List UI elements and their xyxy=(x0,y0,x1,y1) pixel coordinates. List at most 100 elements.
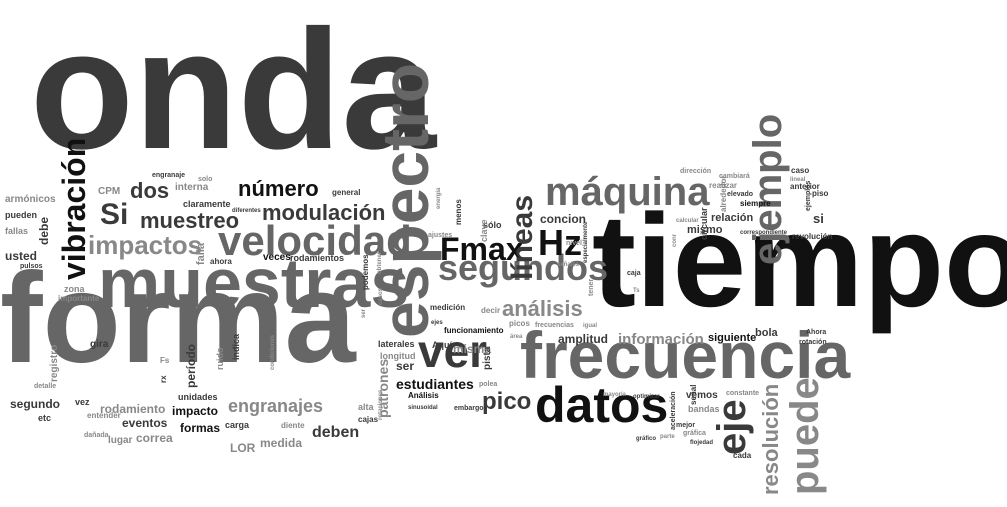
cloud-word: flojedad xyxy=(690,440,714,446)
cloud-word: importante xyxy=(58,294,100,303)
cloud-word: fallas xyxy=(5,226,29,236)
cloud-word: especialmente xyxy=(583,221,589,263)
cloud-word: realizar xyxy=(709,181,738,190)
cloud-word: Ahora xyxy=(806,329,827,336)
cloud-word: dañada xyxy=(84,432,109,439)
cloud-word: claramente xyxy=(183,199,231,209)
cloud-word: casos xyxy=(378,287,384,305)
cloud-word: polea xyxy=(479,381,498,388)
cloud-word: decir xyxy=(481,306,501,315)
cloud-word: general xyxy=(332,188,361,197)
cloud-word: indica xyxy=(231,333,241,360)
cloud-word: información xyxy=(618,331,704,348)
cloud-word: constante xyxy=(726,390,760,397)
cloud-word: etc xyxy=(38,413,52,423)
cloud-word: segundos xyxy=(438,247,609,288)
cloud-word: longitud xyxy=(380,351,416,361)
cloud-word: armónicos xyxy=(5,194,56,205)
cloud-word: modulación xyxy=(262,200,386,225)
cloud-word: medida xyxy=(260,436,303,450)
cloud-word: Análisis xyxy=(408,391,439,400)
cloud-word: frecuencia xyxy=(520,318,851,392)
cloud-word: vemos xyxy=(686,390,718,401)
cloud-word: sólo xyxy=(483,220,502,230)
cloud-word: solo xyxy=(198,176,213,183)
cloud-word: Aquí xyxy=(432,340,452,350)
cloud-word: mismo xyxy=(687,224,723,236)
cloud-word: estudiantes xyxy=(396,376,474,392)
cloud-word: tiempo xyxy=(592,187,1007,334)
cloud-word: usted xyxy=(5,249,38,263)
cloud-word: gráfica xyxy=(683,430,706,437)
cloud-word: anterior xyxy=(790,182,820,191)
cloud-word: CPM xyxy=(98,186,121,197)
cloud-word: Hz xyxy=(538,222,582,263)
cloud-word: período xyxy=(184,344,198,388)
cloud-word: Ts xyxy=(633,288,640,294)
cloud-word: velocidad xyxy=(218,217,412,264)
cloud-word: formas xyxy=(180,421,221,435)
cloud-word: engranajes xyxy=(228,396,324,416)
cloud-word: ahora xyxy=(210,257,232,266)
cloud-word: lugar xyxy=(108,435,133,446)
cloud-word: gira xyxy=(90,339,109,350)
cloud-word: calcular xyxy=(676,218,699,224)
cloud-word: pico xyxy=(482,388,532,415)
cloud-word: detalle xyxy=(34,383,57,390)
cloud-word: circular xyxy=(699,207,709,240)
cloud-word: cambiará xyxy=(719,173,750,180)
cloud-word: picos xyxy=(509,319,530,328)
cloud-word: engranaje xyxy=(152,172,186,179)
cloud-word: líneas xyxy=(506,194,539,280)
cloud-word: piso xyxy=(812,189,829,198)
cloud-word: igual xyxy=(583,323,598,329)
cloud-word: LOR xyxy=(230,441,256,455)
cloud-word: rodamiento xyxy=(100,402,166,416)
cloud-word: unidades xyxy=(178,392,218,402)
cloud-word: señales xyxy=(557,262,580,268)
cloud-word: dos xyxy=(130,178,170,203)
cloud-word: obtener xyxy=(377,251,383,274)
cloud-word: entender xyxy=(87,411,121,420)
cloud-word: onda xyxy=(30,0,437,185)
cloud-word: diente xyxy=(281,421,305,430)
cloud-word: menos xyxy=(454,199,463,225)
cloud-word: carga xyxy=(225,420,250,430)
cloud-word: debe xyxy=(37,216,51,245)
cloud-word: rotación xyxy=(799,339,827,346)
cloud-word: vibración xyxy=(56,137,92,280)
cloud-word: diferentes xyxy=(232,208,261,214)
cloud-word: lineal xyxy=(790,177,806,183)
cloud-word: muestreo xyxy=(140,208,240,233)
cloud-word: conr xyxy=(672,233,678,247)
cloud-word: Fs xyxy=(160,356,170,365)
cloud-word: rotaciones xyxy=(378,389,384,420)
cloud-word: dirección xyxy=(680,168,712,175)
cloud-word: registro xyxy=(49,344,60,382)
cloud-word: caja xyxy=(627,270,641,277)
cloud-word: misma xyxy=(453,342,492,356)
cloud-word: frecuencias xyxy=(535,322,574,329)
cloud-word: relación xyxy=(711,212,754,224)
cloud-word: eventos xyxy=(122,416,168,430)
cloud-word: ejes xyxy=(431,320,443,326)
cloud-word: optimizar xyxy=(633,394,660,400)
cloud-word: rx xyxy=(159,375,168,383)
cloud-word: nivel xyxy=(566,240,582,247)
cloud-word: ruido xyxy=(215,347,225,371)
cloud-word: pulsos xyxy=(20,263,43,270)
cloud-word: ejemplos xyxy=(805,180,812,211)
cloud-word: caso xyxy=(791,166,810,175)
cloud-word: bola xyxy=(755,327,778,339)
cloud-word: impacto xyxy=(172,404,219,418)
cloud-word: laterales xyxy=(378,339,415,349)
cloud-word: pista xyxy=(482,346,493,370)
cloud-word: segundo xyxy=(10,397,60,411)
cloud-word: ajustes xyxy=(428,232,453,239)
cloud-word: condiciones xyxy=(270,334,276,370)
cloud-word: ejemplo xyxy=(746,113,790,265)
cloud-word: muestras xyxy=(98,244,410,322)
cloud-word: mejor xyxy=(676,422,696,429)
cloud-word: Si xyxy=(100,198,129,231)
cloud-word: gráfico xyxy=(636,436,657,442)
